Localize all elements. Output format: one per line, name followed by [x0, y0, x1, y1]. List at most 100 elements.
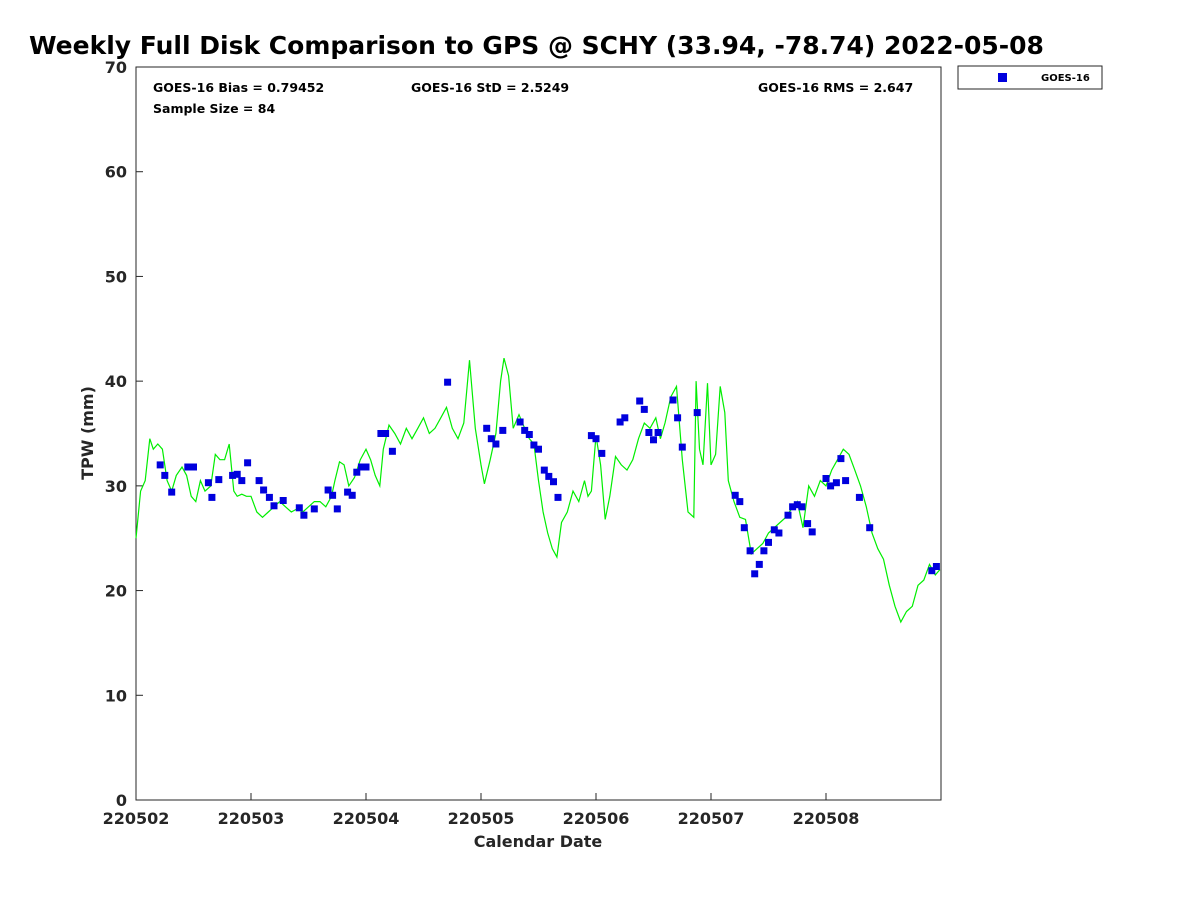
goes16-point: [357, 463, 365, 471]
goes16-point: [669, 396, 677, 404]
stat-rms: GOES-16 RMS = 2.647: [758, 80, 913, 95]
goes16-point: [855, 493, 863, 501]
goes16-point: [928, 567, 936, 575]
goes16-point: [837, 455, 845, 463]
y-tick-label: 70: [105, 58, 127, 77]
goes16-point: [344, 488, 352, 496]
goes16-point: [746, 547, 754, 555]
goes16-point: [751, 570, 759, 578]
goes16-point: [521, 426, 529, 434]
goes16-point: [731, 491, 739, 499]
goes16-point: [545, 472, 553, 480]
goes16-point: [255, 477, 263, 485]
plot-area: 0 10 20 30 40 50 60 70 220502 220503 220504 220505…: [103, 58, 942, 828]
goes16-point: [554, 493, 562, 501]
y-tick-label: 40: [105, 372, 127, 391]
goes16-point: [755, 560, 763, 568]
goes16-point: [770, 526, 778, 534]
goes16-point: [161, 471, 169, 479]
goes16-point: [156, 461, 164, 469]
goes16-point: [348, 491, 356, 499]
goes16-point: [550, 478, 557, 486]
goes16-point: [540, 466, 548, 474]
goes16-point: [636, 397, 644, 405]
goes16-point: [487, 435, 495, 443]
goes16-point: [483, 424, 491, 432]
y-tick-label: 60: [105, 163, 127, 182]
goes16-point: [362, 463, 370, 471]
goes16-point: [932, 563, 940, 570]
x-tick-label: 220504: [333, 809, 400, 828]
goes16-point: [260, 486, 268, 494]
goes16-point: [789, 503, 797, 511]
goes16-point: [678, 443, 686, 451]
y-tick-label: 10: [105, 686, 127, 705]
goes16-point: [592, 435, 600, 443]
goes16-point: [804, 520, 812, 528]
goes16-point: [798, 503, 806, 511]
goes16-point: [516, 418, 524, 426]
goes16-point: [530, 441, 538, 449]
goes16-point: [168, 488, 176, 496]
goes16-point: [208, 493, 216, 501]
goes16-point: [654, 429, 662, 436]
goes16-point: [444, 378, 452, 386]
goes16-point: [190, 463, 197, 471]
y-tick-label: 20: [105, 582, 127, 601]
goes16-point: [184, 463, 192, 471]
goes16-point: [233, 470, 241, 478]
y-tick-label: 0: [116, 791, 127, 810]
goes16-point: [616, 418, 624, 426]
x-axis-label: Calendar Date: [474, 832, 603, 851]
stat-std: GOES-16 StD = 2.5249: [411, 80, 569, 95]
gps-line: [135, 357, 941, 624]
goes16-point: [279, 497, 287, 504]
goes16-point: [693, 409, 701, 417]
goes16-point: [760, 547, 768, 555]
goes16-point: [827, 482, 835, 490]
x-tick-label: 220505: [448, 809, 515, 828]
x-tick-label: 220508: [793, 809, 860, 828]
y-tick-label: 50: [105, 267, 127, 286]
goes16-point: [382, 430, 390, 437]
goes16-point: [310, 505, 318, 513]
y-axis-ticks: 0 10 20 30 40 50 60 70: [105, 58, 143, 810]
legend-label-goes16: GOES-16: [1041, 73, 1090, 84]
goes16-point: [822, 475, 830, 482]
goes16-point: [765, 538, 772, 546]
goes16-point: [270, 502, 278, 510]
legend-box: [957, 65, 1103, 90]
goes16-point: [238, 477, 246, 485]
goes16-point: [324, 486, 332, 494]
goes16-point: [492, 440, 500, 448]
x-tick-label: 220507: [678, 809, 745, 828]
goes16-point: [525, 431, 533, 438]
goes16-point: [650, 436, 657, 444]
goes16-point: [353, 468, 361, 476]
goes16-point: [388, 447, 396, 455]
goes16-point: [832, 479, 840, 487]
gps-line-series: [135, 357, 941, 624]
goes16-point: [842, 477, 850, 485]
goes16-point: [740, 524, 748, 532]
goes16-point: [640, 405, 648, 413]
goes16-point: [204, 479, 212, 487]
goes16-point: [377, 430, 385, 437]
goes16-point: [621, 414, 629, 422]
goes16-point: [645, 429, 653, 436]
chart-title: Weekly Full Disk Comparison to GPS @ SCH…: [29, 31, 1044, 60]
stat-bias: GOES-16 Bias = 0.79452: [153, 80, 324, 95]
goes16-point: [244, 459, 252, 467]
x-tick-label: 220506: [563, 809, 630, 828]
goes16-point: [229, 471, 237, 479]
goes16-point: [333, 505, 341, 513]
goes16-point: [265, 493, 273, 501]
goes16-point: [587, 432, 595, 440]
legend-marker-goes16: [998, 73, 1007, 82]
goes16-point: [300, 511, 308, 519]
plot-frame: [135, 66, 942, 801]
goes16-point: [808, 528, 816, 536]
goes16-point: [775, 529, 783, 537]
goes16-point: [598, 449, 606, 457]
